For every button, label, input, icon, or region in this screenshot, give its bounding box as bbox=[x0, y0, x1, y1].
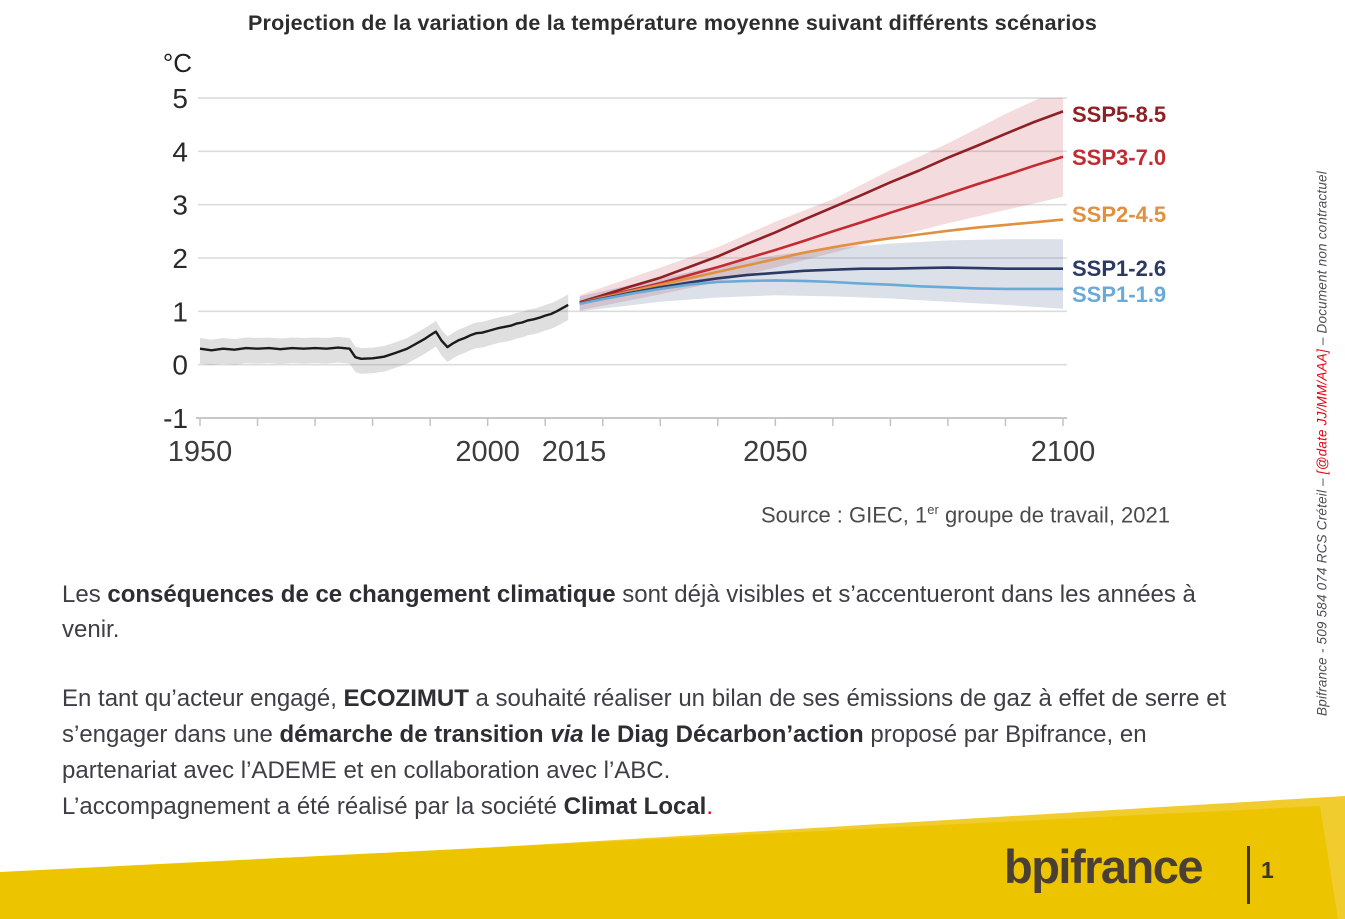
text-run: L’accompagnement a été réalisé par la so… bbox=[62, 793, 564, 820]
y-tick-label: 5 bbox=[172, 83, 188, 114]
text-run: Les bbox=[62, 581, 108, 608]
text-run: conséquences de ce changement climatique bbox=[107, 581, 616, 608]
bpifrance-logo: bpifrance bbox=[1004, 840, 1204, 893]
historical-uncertainty-band bbox=[200, 294, 569, 374]
footer-band-front bbox=[0, 806, 1338, 919]
source-suffix: groupe de travail, 2021 bbox=[938, 502, 1170, 528]
y-tick-label: 4 bbox=[172, 136, 188, 167]
y-tick-label: -1 bbox=[163, 403, 188, 434]
y-tick-label: 1 bbox=[172, 296, 188, 327]
chart-source: Source : GIEC, 1er groupe de travail, 20… bbox=[0, 502, 1170, 528]
paragraph-consequences: Les conséquences de ce changement climat… bbox=[62, 577, 1254, 647]
legal-sidebar-text: Bpifrance - 509 584 074 RCS Créteil – [@… bbox=[1315, 124, 1330, 764]
text-run: le Diag Décarbon’action bbox=[583, 721, 864, 748]
historical-temperature-line bbox=[199, 303, 569, 360]
chart-title: Projection de la variation de la tempéra… bbox=[248, 11, 1097, 35]
text-run: Climat Local bbox=[563, 793, 707, 820]
text-run: a souhaité réaliser un bilan de ses émis… bbox=[62, 685, 1227, 748]
text-run: proposé par Bpifrance, en partenariat av… bbox=[62, 721, 1147, 784]
series-line-SSP1-2.6 bbox=[579, 266, 1063, 305]
x-tick-label: 2100 bbox=[1031, 436, 1096, 468]
series-line-SSP2-4.5 bbox=[579, 218, 1064, 305]
y-tick-label: 2 bbox=[172, 243, 188, 274]
text-run: ECOZIMUT bbox=[343, 685, 469, 712]
text-run: – Document non contractuel bbox=[1314, 171, 1330, 350]
series-line-SSP3-7.0 bbox=[579, 155, 1064, 305]
footer-yellow-band bbox=[0, 796, 1345, 919]
series-line-SSP1-1.9 bbox=[579, 279, 1063, 306]
series-line-SSP5-8.5 bbox=[579, 110, 1064, 304]
text-run: démarche de transition bbox=[279, 721, 551, 748]
source-prefix: Source : GIEC, 1 bbox=[760, 502, 928, 528]
x-tick-label: 2050 bbox=[743, 436, 808, 468]
band-ssp-rouge bbox=[579, 98, 1063, 311]
footer-divider bbox=[1247, 846, 1250, 904]
text-run: Bpifrance - 509 584 074 RCS Créteil – bbox=[1314, 474, 1330, 716]
y-axis-unit-label: °C bbox=[163, 48, 192, 78]
text-run: sont déjà visibles et s’accentueront dan… bbox=[62, 581, 1196, 643]
page-number: 1 bbox=[1261, 857, 1274, 883]
band-ssp-bleu bbox=[579, 239, 1063, 312]
x-tick-label: 2015 bbox=[542, 436, 607, 468]
y-tick-label: 0 bbox=[172, 350, 188, 381]
source-superscript: er bbox=[927, 502, 939, 517]
text-run: . bbox=[706, 793, 714, 820]
x-tick-label: 2000 bbox=[455, 436, 520, 468]
text-run: via bbox=[550, 721, 584, 748]
paragraph-ecozimut: En tant qu’acteur engagé, ECOZIMUT a sou… bbox=[62, 681, 1254, 825]
text-run: [@date JJ/MM/AAA] bbox=[1314, 349, 1330, 475]
x-tick-label: 1950 bbox=[168, 436, 233, 468]
text-run: En tant qu’acteur engagé, bbox=[62, 685, 344, 712]
y-tick-label: 3 bbox=[172, 190, 188, 221]
